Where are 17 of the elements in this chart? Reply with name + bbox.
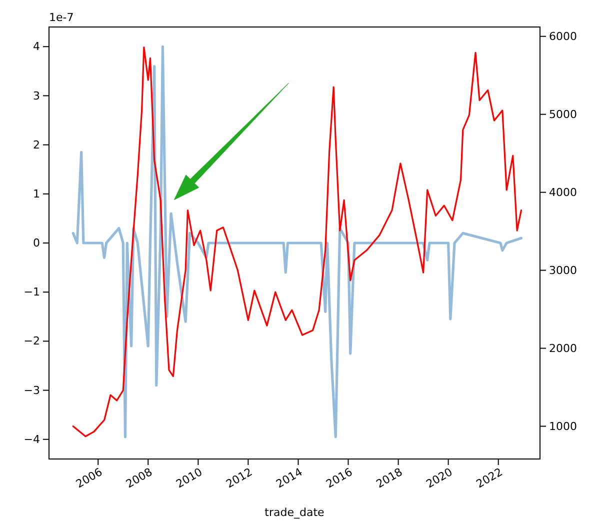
text: 1e-7	[49, 11, 74, 24]
y2-tick-label: 3000	[549, 264, 577, 277]
y-tick-label: 2	[33, 138, 40, 152]
y-tick-label: −1	[24, 286, 40, 299]
y-tick-label: −4	[24, 432, 40, 446]
y2-tick-label: 2000	[549, 342, 577, 355]
y-tick-label: 0	[33, 236, 40, 250]
y-tick-label: −2	[24, 334, 40, 348]
y-tick-label: 3	[33, 89, 40, 102]
y2-tick-label: 1000	[549, 420, 577, 433]
y-tick-label: 4	[33, 40, 40, 54]
y2-tick-label: 6000	[549, 30, 577, 43]
y2-tick-label: 5000	[549, 108, 577, 121]
y2-tick-label: 4000	[549, 186, 577, 199]
x-axis-title: trade_date	[264, 506, 325, 519]
y-tick-label: 1	[33, 187, 40, 200]
y-tick-label: −3	[24, 384, 40, 397]
